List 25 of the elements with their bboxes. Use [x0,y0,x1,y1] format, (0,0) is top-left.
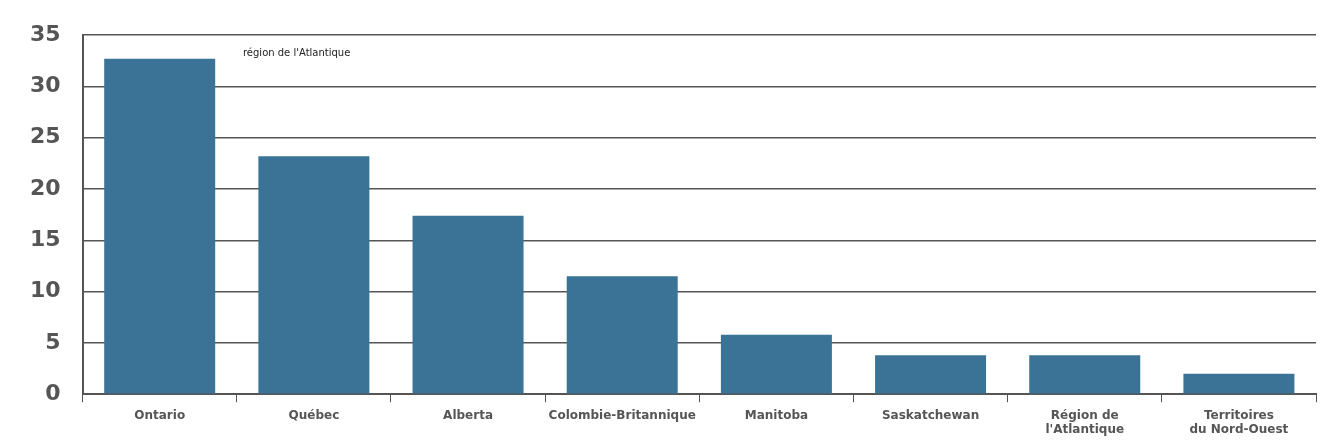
y-tick-label: 35 [29,20,61,46]
bar [1183,373,1295,394]
x-tick-label: Territoires du Nord-Ouest [1189,407,1289,436]
bar [258,156,370,394]
annotation: région de l'Atlantique [242,46,351,58]
y-tick-label: 5 [45,328,61,354]
y-tick-label: 10 [29,277,61,303]
x-tick-label: Saskatchewan [881,407,980,422]
bar [875,355,987,394]
y-tick-label: 0 [45,379,61,405]
x-tick-label: Québec [288,407,340,422]
x-tick-label: Manitoba [744,407,809,422]
bar [412,215,524,394]
y-tick-label: 25 [29,123,61,149]
bar [1029,355,1141,394]
bar [566,276,678,394]
x-tick-label: Alberta [443,407,493,422]
y-tick-label: 30 [29,72,61,98]
bar [104,58,216,394]
x-tick-label: Colombie-Britannique [548,407,696,422]
x-tick-label: Ontario [134,407,186,422]
y-tick-label: 20 [29,174,61,200]
bar [720,334,832,394]
y-tick-label: 15 [29,226,61,252]
x-tick-label: Région de l'Atlantique [1045,407,1125,436]
